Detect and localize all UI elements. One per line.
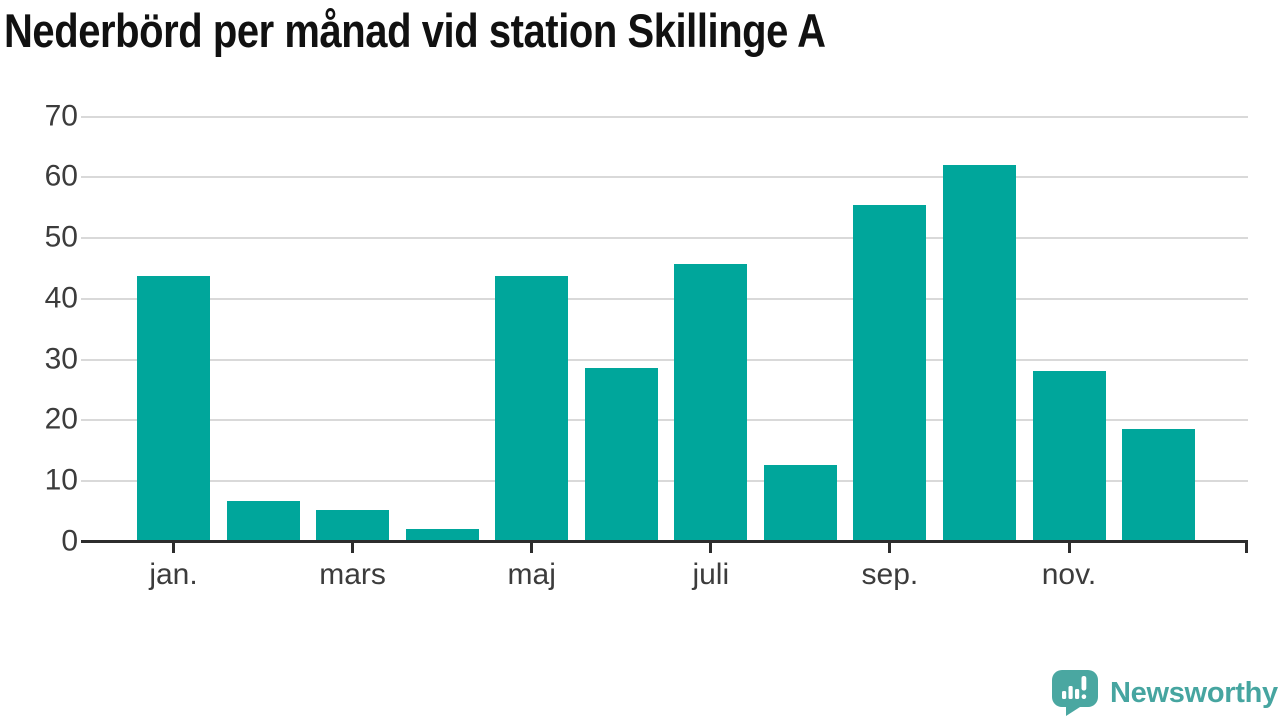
- newsworthy-logo-icon: [1052, 670, 1098, 716]
- y-axis-tick-label: 40: [44, 281, 78, 315]
- x-axis-tick: [172, 543, 175, 553]
- bar-okt: [942, 164, 1016, 542]
- x-axis-tick: [709, 543, 713, 553]
- x-axis-tick: [888, 543, 892, 553]
- logo-exclamation-stem: [1081, 676, 1087, 691]
- bar-maj: [495, 275, 569, 542]
- chart-title: Nederbörd per månad vid station Skilling…: [4, 4, 826, 57]
- bar-feb: [226, 501, 300, 542]
- y-axis-tick-label: 10: [44, 463, 78, 497]
- x-axis-label: maj: [507, 558, 556, 591]
- x-axis-label: sep.: [861, 558, 919, 591]
- y-axis-tick-label: 30: [44, 342, 78, 376]
- logo-exclamation-dot: [1081, 694, 1087, 699]
- x-axis-end-tick: [1245, 540, 1248, 553]
- gridline-30: [81, 358, 1248, 361]
- y-axis-tick-label: 0: [61, 524, 78, 558]
- bar-dec: [1122, 428, 1196, 542]
- gridline-50: [81, 237, 1248, 240]
- logo-bar-tall: [1068, 686, 1073, 699]
- x-axis-line: [81, 540, 1248, 543]
- brand-footer: Newsworthy: [1052, 670, 1278, 716]
- gridline-60: [81, 176, 1248, 179]
- bar-chart-plot: 0 10 20 30 40 50 60 70 jan. mars maj juli sep. nov.: [44, 98, 1248, 591]
- bar-sep: [853, 205, 927, 542]
- y-axis-tick-label: 50: [44, 220, 78, 254]
- gridline-10: [81, 480, 1248, 483]
- bar-apr: [405, 529, 479, 542]
- bar-juni: [584, 367, 658, 542]
- x-axis-label: juli: [692, 558, 730, 591]
- x-axis-label: jan.: [149, 558, 198, 591]
- gridline-20: [81, 419, 1248, 422]
- x-axis-tick: [351, 543, 355, 553]
- x-axis-label: mars: [319, 558, 386, 591]
- bar-jan: [137, 275, 210, 542]
- gridline-70: [81, 115, 1248, 118]
- bar-aug: [763, 464, 837, 542]
- bar-juli: [674, 264, 748, 542]
- x-axis-label: nov.: [1041, 558, 1097, 591]
- brand-name: Newsworthy: [1110, 677, 1278, 709]
- y-axis-tick-label: 70: [44, 98, 78, 132]
- x-axis-tick: [1067, 543, 1071, 553]
- x-axis-tick: [530, 543, 534, 553]
- logo-bar-small: [1062, 691, 1067, 699]
- y-axis-tick-label: 60: [44, 159, 78, 193]
- bar-mars: [316, 509, 390, 542]
- logo-bar-medium: [1075, 689, 1080, 699]
- gridline-40: [81, 297, 1248, 300]
- y-axis-tick-label: 20: [44, 402, 78, 436]
- bar-nov: [1032, 370, 1106, 542]
